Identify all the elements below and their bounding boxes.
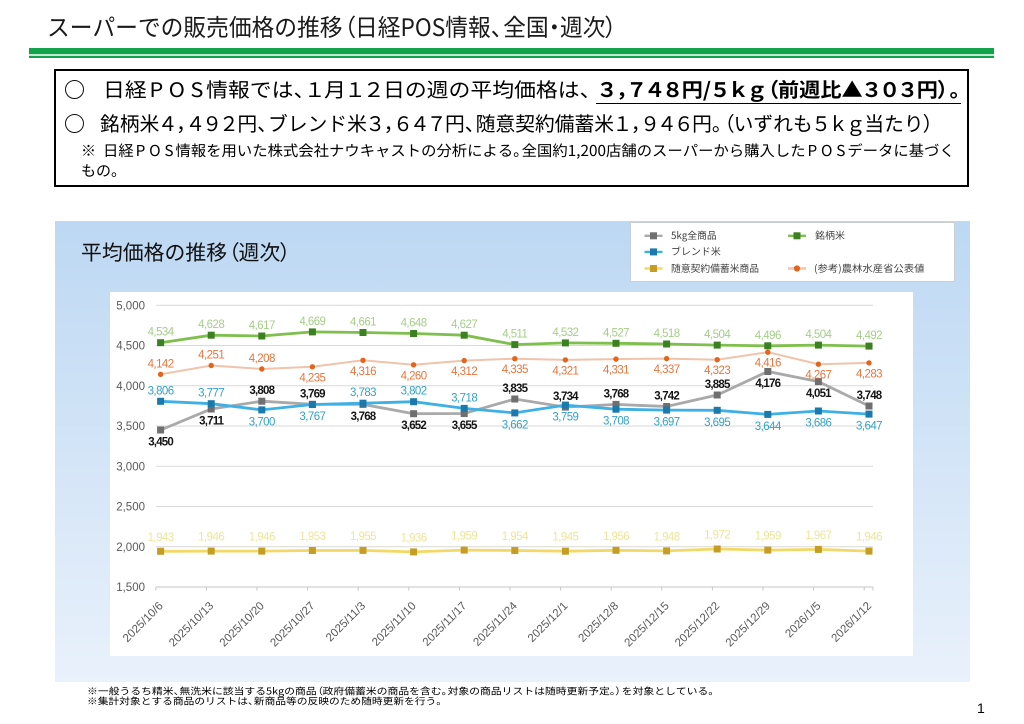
svg-text:3,655: 3,655 — [452, 420, 478, 432]
svg-text:1,955: 1,955 — [350, 531, 376, 543]
svg-text:4,492: 4,492 — [856, 330, 882, 342]
svg-text:3,500: 3,500 — [116, 421, 145, 433]
svg-text:5,000: 5,000 — [116, 300, 145, 312]
svg-text:4,260: 4,260 — [401, 370, 427, 382]
svg-text:2025/11/17: 2025/11/17 — [421, 600, 470, 649]
svg-text:3,748: 3,748 — [857, 390, 883, 402]
svg-text:4,628: 4,628 — [198, 319, 224, 331]
svg-text:2025/12/15: 2025/12/15 — [623, 600, 672, 649]
svg-text:4,500: 4,500 — [116, 341, 145, 353]
svg-text:4,617: 4,617 — [249, 320, 275, 332]
svg-text:4,323: 4,323 — [704, 365, 730, 377]
svg-text:1,500: 1,500 — [116, 582, 145, 594]
svg-text:4,504: 4,504 — [805, 329, 832, 341]
svg-text:1,953: 1,953 — [299, 531, 325, 543]
svg-text:1,972: 1,972 — [704, 530, 730, 542]
svg-text:4,312: 4,312 — [451, 366, 477, 378]
svg-text:4,534: 4,534 — [148, 327, 175, 339]
svg-text:1,936: 1,936 — [401, 532, 427, 544]
svg-text:3,768: 3,768 — [604, 388, 630, 400]
svg-text:4,251: 4,251 — [198, 350, 224, 362]
svg-text:3,718: 3,718 — [451, 392, 477, 404]
svg-text:4,416: 4,416 — [755, 358, 781, 370]
svg-text:1,943: 1,943 — [148, 532, 174, 544]
svg-text:3,885: 3,885 — [705, 379, 731, 391]
svg-text:4,511: 4,511 — [502, 329, 527, 341]
svg-text:4,648: 4,648 — [401, 318, 427, 330]
svg-text:4,051: 4,051 — [806, 388, 832, 400]
svg-text:1,959: 1,959 — [451, 531, 477, 543]
svg-text:3,647: 3,647 — [856, 421, 882, 433]
svg-text:4,335: 4,335 — [502, 364, 528, 376]
svg-text:4,504: 4,504 — [704, 329, 731, 341]
svg-text:2025/10/6: 2025/10/6 — [121, 600, 166, 645]
svg-text:3,777: 3,777 — [198, 388, 224, 400]
svg-text:3,734: 3,734 — [553, 391, 579, 403]
svg-text:4,331: 4,331 — [603, 365, 629, 377]
svg-text:3,808: 3,808 — [249, 385, 275, 397]
svg-text:1,945: 1,945 — [552, 532, 578, 544]
svg-text:2,000: 2,000 — [116, 542, 145, 554]
svg-text:4,267: 4,267 — [805, 370, 831, 382]
svg-text:2025/11/24: 2025/11/24 — [471, 600, 520, 649]
svg-text:1,959: 1,959 — [755, 531, 781, 543]
svg-text:3,835: 3,835 — [502, 383, 528, 395]
svg-text:4,283: 4,283 — [856, 368, 882, 380]
svg-text:4,669: 4,669 — [299, 316, 325, 328]
svg-text:4,316: 4,316 — [350, 366, 376, 378]
svg-text:2025/10/13: 2025/10/13 — [167, 600, 216, 649]
svg-text:2,500: 2,500 — [116, 502, 145, 514]
svg-text:3,695: 3,695 — [704, 417, 730, 429]
svg-text:2026/1/5: 2026/1/5 — [783, 600, 823, 640]
svg-text:2025/12/1: 2025/12/1 — [526, 600, 571, 645]
svg-text:3,768: 3,768 — [351, 411, 377, 423]
svg-text:3,450: 3,450 — [148, 437, 173, 449]
svg-text:3,662: 3,662 — [502, 419, 528, 431]
svg-text:4,000: 4,000 — [116, 381, 145, 393]
svg-text:1,946: 1,946 — [249, 532, 275, 544]
svg-text:3,759: 3,759 — [552, 412, 578, 424]
svg-text:3,783: 3,783 — [350, 387, 376, 399]
svg-text:2025/10/20: 2025/10/20 — [218, 600, 267, 649]
svg-text:4,532: 4,532 — [552, 327, 578, 339]
svg-text:3,652: 3,652 — [401, 420, 426, 432]
svg-text:3,769: 3,769 — [300, 388, 325, 400]
svg-text:3,802: 3,802 — [401, 386, 427, 398]
svg-text:4,527: 4,527 — [603, 327, 629, 339]
svg-text:4,208: 4,208 — [249, 353, 275, 365]
svg-text:4,142: 4,142 — [148, 358, 174, 370]
svg-text:4,176: 4,176 — [755, 378, 780, 390]
svg-text:3,806: 3,806 — [148, 385, 174, 397]
svg-text:4,235: 4,235 — [299, 372, 325, 384]
svg-text:1,948: 1,948 — [654, 531, 680, 543]
svg-text:3,686: 3,686 — [805, 418, 831, 430]
svg-text:1,946: 1,946 — [198, 532, 224, 544]
svg-text:3,697: 3,697 — [654, 417, 680, 429]
svg-text:3,767: 3,767 — [299, 411, 325, 423]
svg-text:3,644: 3,644 — [755, 421, 782, 433]
svg-text:2026/1/12: 2026/1/12 — [829, 600, 874, 645]
svg-text:3,711: 3,711 — [199, 416, 225, 428]
svg-text:2025/10/27: 2025/10/27 — [268, 600, 317, 649]
svg-text:1,954: 1,954 — [502, 531, 529, 543]
svg-text:4,518: 4,518 — [654, 328, 680, 340]
svg-text:2025/12/29: 2025/12/29 — [724, 600, 773, 649]
svg-text:2025/12/22: 2025/12/22 — [673, 600, 722, 649]
svg-text:3,700: 3,700 — [249, 416, 275, 428]
svg-text:3,742: 3,742 — [654, 391, 679, 403]
svg-text:1,946: 1,946 — [856, 532, 882, 544]
svg-text:1,967: 1,967 — [805, 530, 831, 542]
svg-text:4,496: 4,496 — [755, 330, 781, 342]
svg-text:4,627: 4,627 — [451, 319, 477, 331]
svg-text:4,661: 4,661 — [350, 317, 376, 329]
svg-text:2025/12/8: 2025/12/8 — [576, 600, 621, 645]
svg-text:3,000: 3,000 — [116, 461, 145, 473]
svg-text:1,956: 1,956 — [603, 531, 629, 543]
svg-text:4,337: 4,337 — [654, 364, 680, 376]
svg-text:3,708: 3,708 — [603, 416, 629, 428]
svg-text:4,321: 4,321 — [552, 365, 578, 377]
svg-text:2025/11/10: 2025/11/10 — [370, 600, 419, 649]
svg-text:2025/11/3: 2025/11/3 — [324, 600, 368, 644]
